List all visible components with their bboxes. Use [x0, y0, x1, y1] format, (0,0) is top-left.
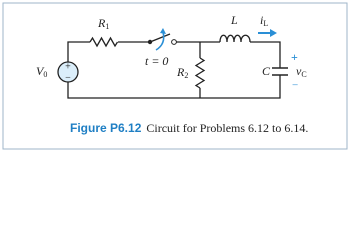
- r1-label: R1: [97, 16, 109, 31]
- wires: [67, 41, 281, 99]
- resistor-r1: [89, 36, 119, 48]
- caption-text: Circuit for Problems 6.12 to 6.14.: [146, 121, 308, 135]
- source-sub: 0: [43, 70, 47, 79]
- source-plus: +: [65, 61, 71, 72]
- voltage-source: [57, 61, 79, 83]
- inductor: [219, 34, 251, 43]
- source-label: V0: [36, 64, 47, 79]
- inductor-label: L: [230, 13, 238, 27]
- source-minus: −: [65, 72, 71, 83]
- voltage-label: vC: [296, 64, 307, 79]
- switch: [147, 28, 177, 51]
- r2-sub: 2: [184, 71, 188, 80]
- source-main: V: [36, 64, 45, 78]
- voltage-sub: C: [301, 70, 306, 79]
- r1-main: R: [97, 16, 106, 30]
- current-arrow: [258, 29, 277, 37]
- cap-minus: −: [292, 80, 298, 92]
- cap-plus: +: [291, 50, 298, 64]
- voltage-main: v: [296, 64, 302, 78]
- r1-sub: 1: [105, 22, 109, 31]
- capacitor: [272, 67, 288, 76]
- figure: + − V0 R1 t = 0 R2 L iL C + − vC Figure …: [2, 2, 348, 150]
- caption-label: Figure P6.12: [70, 121, 142, 135]
- current-main: i: [260, 13, 263, 27]
- current-label: iL: [260, 13, 268, 28]
- current-sub: L: [263, 19, 268, 28]
- capacitor-label: C: [262, 64, 271, 78]
- switch-label: t = 0: [145, 54, 168, 68]
- r2-label: R2: [176, 65, 188, 80]
- caption: Figure P6.12 Circuit for Problems 6.12 to…: [70, 121, 308, 135]
- r2-main: R: [176, 65, 185, 79]
- resistor-r2: [194, 57, 206, 89]
